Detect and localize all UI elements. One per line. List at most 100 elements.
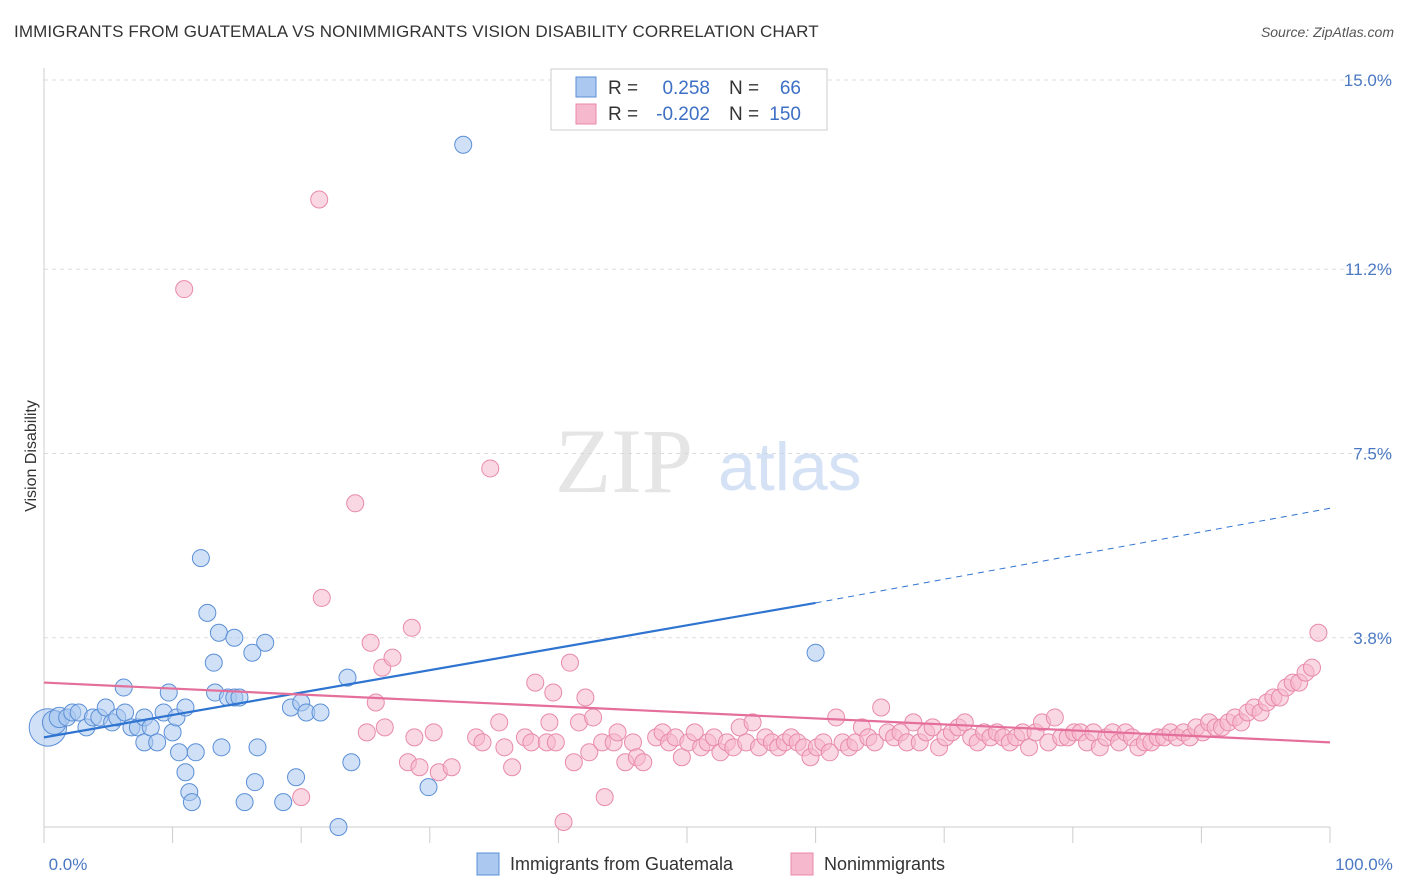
- trend-line-nonimmigrants: [43, 681, 1331, 744]
- legend-r-label-pink: R =: [608, 104, 638, 125]
- point-nonimmigrants-13: [424, 723, 443, 742]
- point-guatemala-24: [170, 743, 189, 762]
- point-nonimmigrants-145: [1309, 623, 1328, 642]
- point-guatemala-19: [148, 733, 167, 752]
- point-nonimmigrants-90: [955, 713, 974, 732]
- y-tick-label-1: 7.5%: [1353, 445, 1392, 464]
- point-nonimmigrants-41: [634, 753, 653, 772]
- point-nonimmigrants-9: [292, 788, 311, 807]
- point-nonimmigrants-148: [540, 713, 559, 732]
- legend-n-value-pink: 150: [769, 104, 801, 125]
- point-nonimmigrants-28: [560, 653, 579, 672]
- point-guatemala-54: [419, 778, 438, 797]
- point-nonimmigrants-0: [175, 280, 194, 299]
- point-nonimmigrants-4: [361, 633, 380, 652]
- legend-r-label-blue: R =: [608, 78, 638, 99]
- point-nonimmigrants-149: [383, 648, 402, 667]
- legend-bottom: Immigrants from Guatemala Nonimmigrants: [476, 852, 945, 876]
- point-nonimmigrants-37: [608, 723, 627, 742]
- point-nonimmigrants-7: [375, 718, 394, 737]
- point-nonimmigrants-8: [357, 723, 376, 742]
- point-nonimmigrants-12: [410, 758, 429, 777]
- point-nonimmigrants-10: [405, 728, 424, 747]
- chart-source: Source: ZipAtlas.com: [1260, 24, 1394, 40]
- legend-bottom-swatch-pink: [790, 852, 814, 876]
- x-tick-label-1: 100.0%: [1335, 855, 1393, 874]
- point-guatemala-18: [141, 718, 160, 737]
- grid-lines: [44, 79, 1390, 639]
- point-nonimmigrants-100: [1020, 738, 1039, 757]
- point-guatemala-29: [186, 743, 205, 762]
- legend-bottom-swatch-blue: [476, 852, 500, 876]
- legend-r-value-pink: -0.202: [656, 104, 710, 125]
- point-guatemala-47: [287, 768, 306, 787]
- point-guatemala-32: [204, 653, 223, 672]
- point-nonimmigrants-16: [402, 618, 421, 637]
- point-guatemala-55: [454, 135, 473, 154]
- point-nonimmigrants-19: [495, 738, 514, 757]
- point-nonimmigrants-76: [865, 733, 884, 752]
- point-guatemala-13: [116, 703, 135, 722]
- point-nonimmigrants-32: [580, 743, 599, 762]
- point-guatemala-52: [342, 753, 361, 772]
- point-nonimmigrants-26: [546, 733, 565, 752]
- point-guatemala-45: [274, 793, 293, 812]
- point-nonimmigrants-18: [490, 713, 509, 732]
- point-nonimmigrants-15: [442, 758, 461, 777]
- point-guatemala-35: [212, 738, 231, 757]
- legend-n-value-blue: 66: [780, 78, 801, 99]
- point-nonimmigrants-17: [481, 459, 500, 478]
- point-nonimmigrants-3: [312, 588, 331, 607]
- point-guatemala-50: [311, 703, 330, 722]
- point-nonimmigrants-27: [554, 813, 573, 832]
- point-guatemala-9: [96, 698, 115, 717]
- trend-lines: [43, 507, 1331, 744]
- legend-swatch-pink: [575, 103, 597, 125]
- point-guatemala-42: [245, 773, 264, 792]
- point-guatemala-21: [159, 683, 178, 702]
- point-guatemala-30: [191, 549, 210, 568]
- point-nonimmigrants-69: [820, 743, 839, 762]
- point-guatemala-31: [198, 603, 217, 622]
- point-nonimmigrants-46: [672, 748, 691, 767]
- legend-bottom-label-blue: Immigrants from Guatemala: [510, 854, 734, 874]
- legend-r-value-blue: 0.258: [662, 78, 710, 99]
- legend-top-box: [550, 68, 828, 131]
- point-guatemala-44: [256, 633, 275, 652]
- point-nonimmigrants-104: [1045, 708, 1064, 727]
- point-guatemala-51: [329, 818, 348, 836]
- point-guatemala-41: [243, 643, 262, 662]
- point-guatemala-43: [248, 738, 267, 757]
- legend-n-label-pink: N =: [729, 104, 759, 125]
- point-nonimmigrants-25: [544, 683, 563, 702]
- point-nonimmigrants-22: [522, 733, 541, 752]
- point-nonimmigrants-57: [743, 713, 762, 732]
- point-nonimmigrants-29: [564, 753, 583, 772]
- y-tick-label-0: 3.8%: [1353, 629, 1392, 648]
- point-nonimmigrants-31: [576, 688, 595, 707]
- axes: [43, 68, 1331, 843]
- y-tick-label-2: 11.2%: [1345, 260, 1392, 279]
- point-guatemala-26: [176, 763, 195, 782]
- point-nonimmigrants-77: [872, 698, 891, 717]
- data-points: [28, 135, 1328, 836]
- point-nonimmigrants-39: [623, 733, 642, 752]
- point-nonimmigrants-23: [526, 673, 545, 692]
- point-nonimmigrants-70: [827, 708, 846, 727]
- point-nonimmigrants-20: [503, 758, 522, 777]
- trend-line-guatemala-extension: [815, 507, 1331, 604]
- trend-line-guatemala: [43, 601, 816, 739]
- legend-n-label-blue: N =: [729, 78, 759, 99]
- y-axis-label: Vision Disability: [23, 400, 40, 512]
- point-guatemala-38: [225, 628, 244, 647]
- point-guatemala-34: [209, 623, 228, 642]
- point-nonimmigrants-2: [346, 494, 365, 513]
- watermark-zip: ZIP: [555, 410, 693, 512]
- legend-bottom-label-pink: Nonimmigrants: [824, 854, 945, 874]
- point-guatemala-56: [806, 643, 825, 662]
- legend-top: R = 0.258 N = 66 R = -0.202 N = 150: [550, 68, 828, 131]
- legend-swatch-blue: [575, 76, 597, 98]
- point-guatemala-28: [182, 793, 201, 812]
- point-nonimmigrants-48: [685, 723, 704, 742]
